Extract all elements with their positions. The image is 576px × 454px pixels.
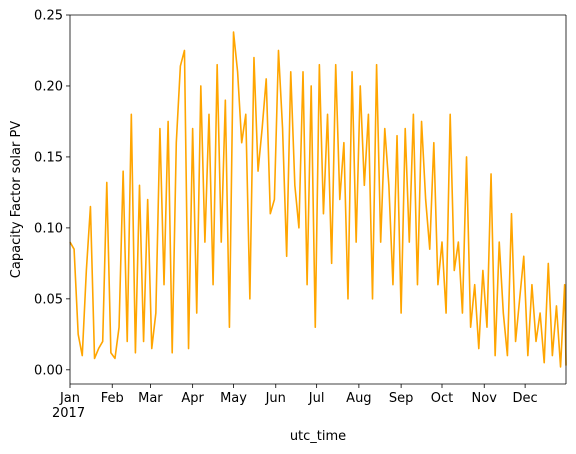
- x-tick-label: Aug: [346, 391, 371, 406]
- y-ticks: 0.00 0.05 0.10 0.15 0.20 0.25: [34, 9, 70, 378]
- series-layer: [69, 31, 567, 368]
- y-tick-label: 0.15: [34, 150, 63, 165]
- x-axis-label: utc_time: [290, 429, 346, 444]
- x-tick-label: Mar: [138, 391, 163, 406]
- x-ticks: Jan Feb Mar Apr May Jun Jul Aug Sep Oct Nov Dec: [59, 384, 538, 406]
- y-tick-label: 0.20: [34, 79, 63, 94]
- y-tick-label: 0.25: [34, 9, 63, 24]
- x-tick-label: Jun: [265, 391, 286, 406]
- y-axis-label: Capacity Factor solar PV: [9, 121, 24, 278]
- x-tick-label: Feb: [101, 391, 124, 406]
- y-tick-label: 0.00: [34, 363, 63, 378]
- x-tick-label: Oct: [431, 391, 453, 406]
- series-line: [69, 31, 567, 368]
- x-tick-label: Sep: [389, 391, 414, 406]
- x-tick-label: Jan: [59, 391, 80, 406]
- x-tick-label: Apr: [181, 391, 204, 406]
- x-tick-label: Nov: [472, 391, 498, 406]
- axes-frame: [69, 14, 567, 385]
- y-tick-label: 0.05: [34, 292, 63, 307]
- x-tick-label: Jul: [308, 391, 325, 406]
- year-label: 2017: [52, 406, 85, 421]
- y-tick-label: 0.10: [34, 221, 63, 236]
- x-tick-label: May: [220, 391, 247, 406]
- x-tick-label: Dec: [513, 391, 538, 406]
